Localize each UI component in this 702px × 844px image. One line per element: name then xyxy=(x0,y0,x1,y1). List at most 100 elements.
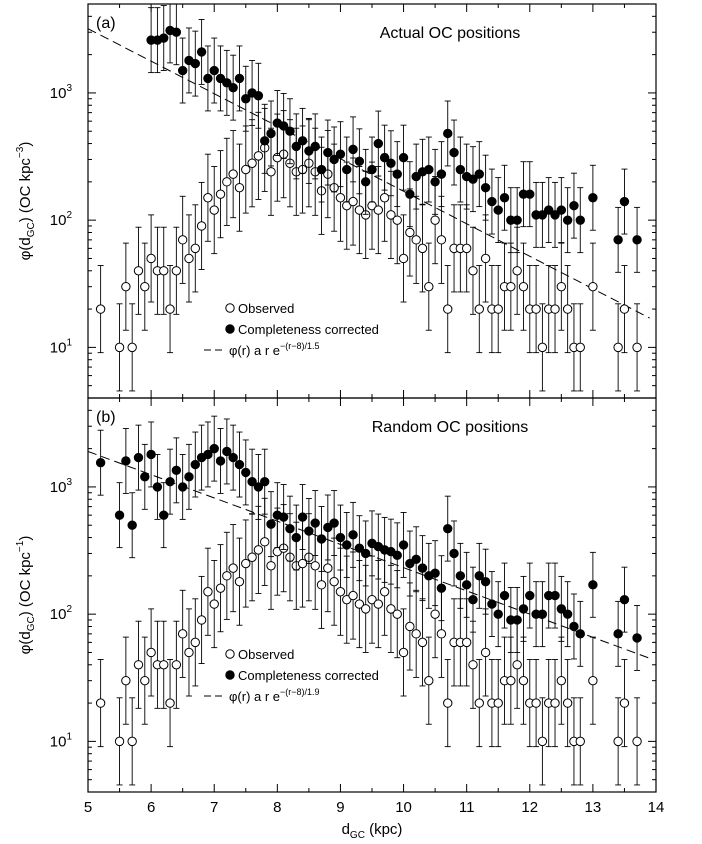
data-point xyxy=(95,458,106,468)
data-point xyxy=(480,253,491,264)
data-point xyxy=(323,563,333,573)
data-point xyxy=(386,604,396,614)
data-point xyxy=(575,629,585,639)
data-point xyxy=(184,253,194,264)
y-tick-base: 10 xyxy=(50,85,67,102)
data-point xyxy=(613,736,623,747)
data-point xyxy=(398,152,409,163)
legend-marker-observed xyxy=(225,649,235,659)
data-point xyxy=(499,193,510,203)
legend-label-fit: φ(r) a r e−(r−8)/1.9 xyxy=(229,687,320,704)
y-axis-label-part: GC xyxy=(26,222,37,237)
data-point xyxy=(266,561,276,571)
data-point xyxy=(619,196,630,207)
data-point xyxy=(493,205,503,215)
y-tick-label: 103 xyxy=(50,83,73,102)
data-point xyxy=(405,558,415,569)
data-point xyxy=(436,583,447,593)
data-point xyxy=(474,571,484,581)
data-point xyxy=(285,126,295,136)
data-point xyxy=(114,736,125,747)
data-point xyxy=(171,27,182,37)
data-point xyxy=(335,587,346,597)
data-point xyxy=(468,266,478,276)
data-point xyxy=(619,698,630,708)
data-point xyxy=(146,449,156,460)
data-point xyxy=(499,590,510,601)
data-point xyxy=(512,215,522,225)
data-point xyxy=(373,138,384,149)
y-tick-exp: 3 xyxy=(66,477,72,488)
data-point xyxy=(411,554,421,564)
data-point xyxy=(278,512,289,522)
data-point xyxy=(316,534,327,544)
series-observed xyxy=(95,103,642,392)
series-observed xyxy=(95,497,642,786)
data-point xyxy=(588,580,598,590)
data-point xyxy=(222,177,232,187)
data-point xyxy=(550,210,560,220)
data-point xyxy=(165,304,175,314)
data-point xyxy=(95,698,106,708)
legend-fit-prefix: φ(r) a r e xyxy=(229,343,280,358)
panel-title: Actual OC positions xyxy=(380,25,521,42)
data-point xyxy=(424,675,434,686)
data-point xyxy=(228,563,238,573)
data-point xyxy=(215,189,226,199)
data-point xyxy=(190,637,200,648)
y-axis-label: φ(dGC) (OC kpc−1) xyxy=(15,536,37,655)
data-point xyxy=(367,164,377,175)
data-point xyxy=(203,449,213,460)
data-point xyxy=(424,164,434,175)
y-axis-label-part: φ(d xyxy=(17,237,34,260)
data-point xyxy=(297,558,308,569)
data-point xyxy=(632,633,642,643)
data-point xyxy=(556,675,567,686)
data-point xyxy=(525,189,535,199)
data-point xyxy=(449,147,459,158)
data-area xyxy=(88,415,650,786)
y-axis-label-part: −1 xyxy=(15,540,26,552)
data-point xyxy=(575,736,585,747)
data-point xyxy=(260,136,270,146)
data-point xyxy=(215,456,226,466)
y-tick-base: 10 xyxy=(50,733,67,750)
data-point xyxy=(190,58,200,69)
data-point xyxy=(436,169,447,179)
data-point xyxy=(348,196,358,207)
data-point xyxy=(152,482,163,492)
data-point xyxy=(632,342,642,353)
data-point xyxy=(177,629,188,639)
data-point xyxy=(253,545,264,555)
data-point xyxy=(379,193,390,203)
data-point xyxy=(121,281,131,292)
data-point xyxy=(291,532,301,543)
data-point xyxy=(171,266,182,276)
data-point xyxy=(260,476,270,487)
data-point xyxy=(537,609,548,619)
legend-label-corrected: Completeness corrected xyxy=(238,322,379,337)
data-point xyxy=(512,266,522,276)
data-point xyxy=(215,73,226,84)
data-point xyxy=(619,594,630,605)
x-tick-label: 9 xyxy=(336,799,344,816)
data-point xyxy=(146,253,156,264)
fit-line xyxy=(88,28,650,319)
data-point xyxy=(588,281,598,292)
data-point xyxy=(171,465,182,476)
data-point xyxy=(234,182,245,193)
data-point xyxy=(512,615,522,625)
data-point xyxy=(159,510,169,520)
data-point xyxy=(613,235,623,245)
data-point xyxy=(436,629,447,639)
data-point xyxy=(266,167,276,177)
x-tick-label: 6 xyxy=(147,799,155,816)
data-point xyxy=(335,193,346,203)
data-point xyxy=(518,281,529,292)
data-point xyxy=(348,530,358,540)
data-point xyxy=(140,472,150,482)
x-tick-label: 5 xyxy=(84,799,92,816)
data-point xyxy=(241,558,251,569)
data-point xyxy=(342,164,352,175)
data-point xyxy=(443,128,453,139)
